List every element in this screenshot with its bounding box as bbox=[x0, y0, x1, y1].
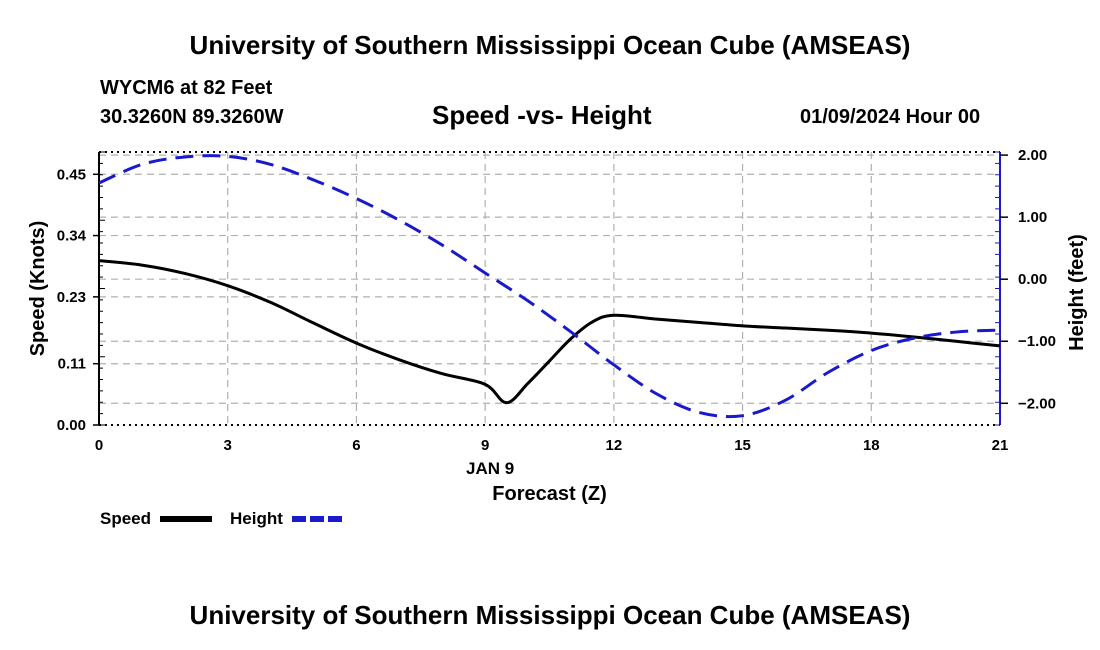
chart-title: University of Southern Mississippi Ocean… bbox=[189, 30, 911, 60]
chart-subtitle: Speed -vs- Height bbox=[432, 100, 652, 130]
legend-speed-swatch bbox=[160, 516, 212, 522]
legend-height-swatch bbox=[292, 516, 342, 522]
x-tick-label: 3 bbox=[224, 437, 232, 454]
legend-height-label: Height bbox=[230, 509, 283, 528]
y-tick-label: 0.34 bbox=[57, 228, 87, 245]
y-tick-label: 0.45 bbox=[57, 166, 86, 183]
x-tick-label: 18 bbox=[863, 437, 880, 454]
y-tick-label: 0.00 bbox=[57, 417, 86, 434]
y-tick-label: 0.11 bbox=[58, 356, 86, 373]
x-tick-label: 12 bbox=[606, 437, 623, 454]
grid-lines bbox=[99, 152, 1000, 425]
coordinates-label: 30.3260N 89.3260W bbox=[100, 106, 284, 128]
y2-tick-label: −2.00 bbox=[1018, 395, 1056, 412]
x-tick-label: 6 bbox=[352, 437, 360, 454]
x-axis-title: Forecast (Z) bbox=[492, 483, 606, 505]
axes bbox=[93, 151, 1008, 426]
forecast-datetime: 01/09/2024 Hour 00 bbox=[800, 106, 981, 128]
tick-labels: 0 3 6 9 12 15 18 21 0.00 0.11 0.23 0.34 0.45 −2.00 −1.… bbox=[27, 147, 1088, 505]
footer-title: University of Southern Mississippi Ocean… bbox=[189, 600, 911, 630]
y2-tick-label: 2.00 bbox=[1018, 147, 1047, 164]
x-tick-label: 9 bbox=[481, 437, 489, 454]
y-axis-title: Speed (Knots) bbox=[27, 221, 49, 357]
station-label: WYCM6 at 82 Feet bbox=[100, 77, 273, 99]
y-tick-label: 0.23 bbox=[57, 289, 86, 306]
x-tick-label: 21 bbox=[992, 437, 1009, 454]
series-lines bbox=[98, 154, 1001, 419]
x-tick-label: 15 bbox=[734, 437, 751, 454]
y2-tick-label: 1.00 bbox=[1018, 209, 1047, 226]
y2-tick-label: 0.00 bbox=[1018, 271, 1047, 288]
date-label: JAN 9 bbox=[466, 459, 514, 478]
legend-speed-label: Speed bbox=[100, 509, 152, 528]
x-tick-label: 0 bbox=[95, 437, 103, 454]
y2-axis-title: Height (feet) bbox=[1066, 234, 1088, 351]
height-series-line bbox=[98, 154, 1001, 419]
y2-tick-label: −1.00 bbox=[1018, 333, 1056, 350]
speed-series-line bbox=[98, 259, 1001, 405]
